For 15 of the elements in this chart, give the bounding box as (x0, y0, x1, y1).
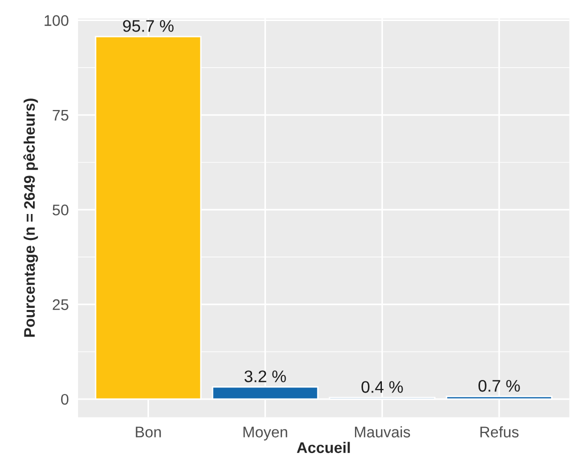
data-label: 3.2 % (244, 370, 286, 382)
x-tick-label: Bon (136, 426, 161, 438)
data-label: 95.7 % (123, 20, 174, 32)
data-label: 0.7 % (478, 380, 520, 392)
x-tick-label: Mauvais (354, 426, 410, 438)
y-axis-title: Pourcentage (n = 2649 pêcheurs) (23, 98, 38, 337)
y-tick-label: 75 (52, 110, 68, 121)
x-tick-label: Moyen (244, 426, 288, 440)
y-tick-label: 25 (52, 299, 68, 310)
y-tick-label: 100 (44, 15, 68, 26)
x-tick-label: Refus (480, 426, 519, 438)
y-tick-label: 0 (61, 394, 68, 405)
x-axis-title: Accueil (296, 442, 350, 454)
y-tick-label: 50 (52, 204, 68, 216)
data-label: 0.4 % (362, 381, 403, 393)
